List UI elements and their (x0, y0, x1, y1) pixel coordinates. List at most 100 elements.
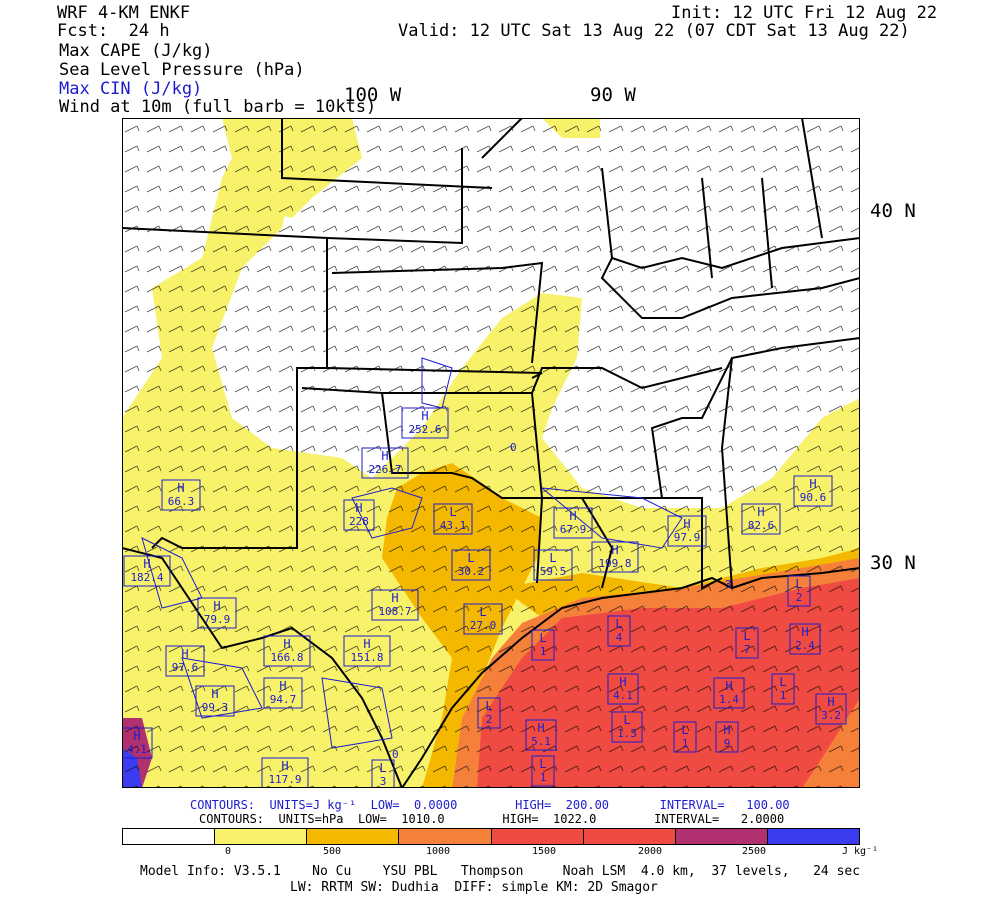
low-label-19: L1 (531, 629, 555, 661)
hl-type: L (539, 631, 546, 645)
hl-type: L (539, 757, 546, 771)
hl-box (607, 673, 639, 705)
hl-box (343, 499, 375, 531)
hl-type: H (363, 637, 370, 651)
hl-value: 2 (486, 713, 493, 726)
hl-value: 97.6 (172, 661, 199, 674)
hl-type: L (479, 605, 486, 619)
high-label-22: H2.4 (789, 623, 821, 655)
colorbar-seg-5 (583, 829, 676, 844)
hl-type: H (213, 599, 220, 613)
lat-label-30n: 30 N (870, 552, 916, 574)
colorbar-unit: J kg⁻¹ (841, 846, 879, 857)
colorbar-tick-0: 0 (224, 846, 232, 857)
hl-type: H (279, 679, 286, 693)
footer-physics: LW: RRTM SW: Dudhia DIFF: simple KM: 2D … (290, 880, 658, 895)
hl-value: 82.6 (748, 519, 775, 532)
gulf-coastline (401, 567, 860, 788)
hl-value: 4.1 (127, 743, 147, 756)
hl-box (451, 549, 491, 581)
hl-box (165, 645, 205, 677)
hl-value: 228 (349, 515, 369, 528)
hl-type: L (379, 761, 386, 775)
field-cape: Max CAPE (J/kg) (59, 41, 213, 61)
field-slp: Sea Level Pressure (hPa) (59, 60, 305, 80)
hl-type: H (133, 729, 140, 743)
hl-type: H (421, 409, 428, 423)
hl-value: 1.4 (719, 693, 739, 706)
hl-value: 79.9 (204, 613, 231, 626)
hl-value: 43.1 (440, 519, 467, 532)
hl-value: 66.3 (168, 495, 195, 508)
small-label-0: 0 (510, 441, 517, 454)
hl-type: H (725, 679, 732, 693)
colorbar-seg-4 (491, 829, 584, 844)
hl-box (591, 541, 639, 573)
hl-type: H (827, 695, 834, 709)
hl-value: 94.7 (270, 693, 297, 706)
hl-type: H (723, 723, 730, 737)
colorbar-tick-2500: 2500 (741, 846, 767, 857)
hl-value: 5.1 (531, 735, 551, 748)
hl-type: H (611, 543, 618, 557)
hl-box (197, 597, 237, 629)
hl-value: 9 (724, 737, 731, 750)
low-label-37: L3 (371, 759, 395, 788)
hl-type: H (683, 517, 690, 531)
hl-box (433, 503, 473, 535)
high-label-23: H97.6 (165, 645, 205, 677)
hl-value: 1 (682, 737, 689, 750)
hl-value: 226.7 (368, 463, 401, 476)
hl-box (715, 721, 739, 753)
small-label-1: 0 (392, 748, 399, 761)
high-label-5: H67.9 (553, 507, 593, 539)
state-borders (122, 118, 860, 788)
high-label-34: H9 (715, 721, 739, 753)
hl-type: H (177, 481, 184, 495)
colorbar-tick-2000: 2000 (637, 846, 663, 857)
hl-value: 27.0 (470, 619, 497, 632)
lon-label-90w: 90 W (590, 84, 636, 106)
hl-type: L (467, 551, 474, 565)
hl-value: 59.5 (540, 565, 567, 578)
high-label-6: H97.9 (667, 515, 707, 547)
hl-box (123, 555, 171, 587)
model-title: WRF 4-KM ENKF (57, 3, 191, 23)
hl-value: 7 (744, 643, 751, 656)
hl-value: 2.4 (795, 639, 815, 652)
hl-value: 2 (796, 591, 803, 604)
hl-value: 30.2 (458, 565, 485, 578)
colorbar-seg-0 (123, 829, 216, 844)
hl-box (673, 721, 697, 753)
colorbar-tick-1000: 1000 (425, 846, 451, 857)
hl-value: 166.8 (270, 651, 303, 664)
hl-value: 1 (780, 689, 787, 702)
hl-type: H (757, 505, 764, 519)
init-time: Init: 12 UTC Fri 12 Aug 22 (671, 3, 938, 23)
colorbar-seg-6 (675, 829, 768, 844)
hl-box (261, 757, 309, 788)
colorbar-tick-500: 500 (322, 846, 342, 857)
low-label-15: L27.0 (463, 603, 503, 635)
low-label-10: L30.2 (451, 549, 491, 581)
hl-box (667, 515, 707, 547)
field-cin: Max CIN (J/kg) (59, 79, 203, 99)
hl-box (771, 673, 795, 705)
colorbar-seg-7 (767, 829, 859, 844)
hl-box (263, 635, 311, 667)
hl-type: L (623, 713, 630, 727)
hl-box (531, 755, 555, 787)
hl-box (607, 615, 631, 647)
hl-value: 99.3 (202, 701, 229, 714)
hl-box (789, 623, 821, 655)
footer-model-info: Model Info: V3.5.1 No Cu YSU PBL Thompso… (140, 864, 861, 879)
wind-barbs (122, 118, 860, 788)
high-label-31: H5.1 (525, 719, 557, 751)
hl-box (371, 759, 395, 788)
hl-type: L (615, 617, 622, 631)
